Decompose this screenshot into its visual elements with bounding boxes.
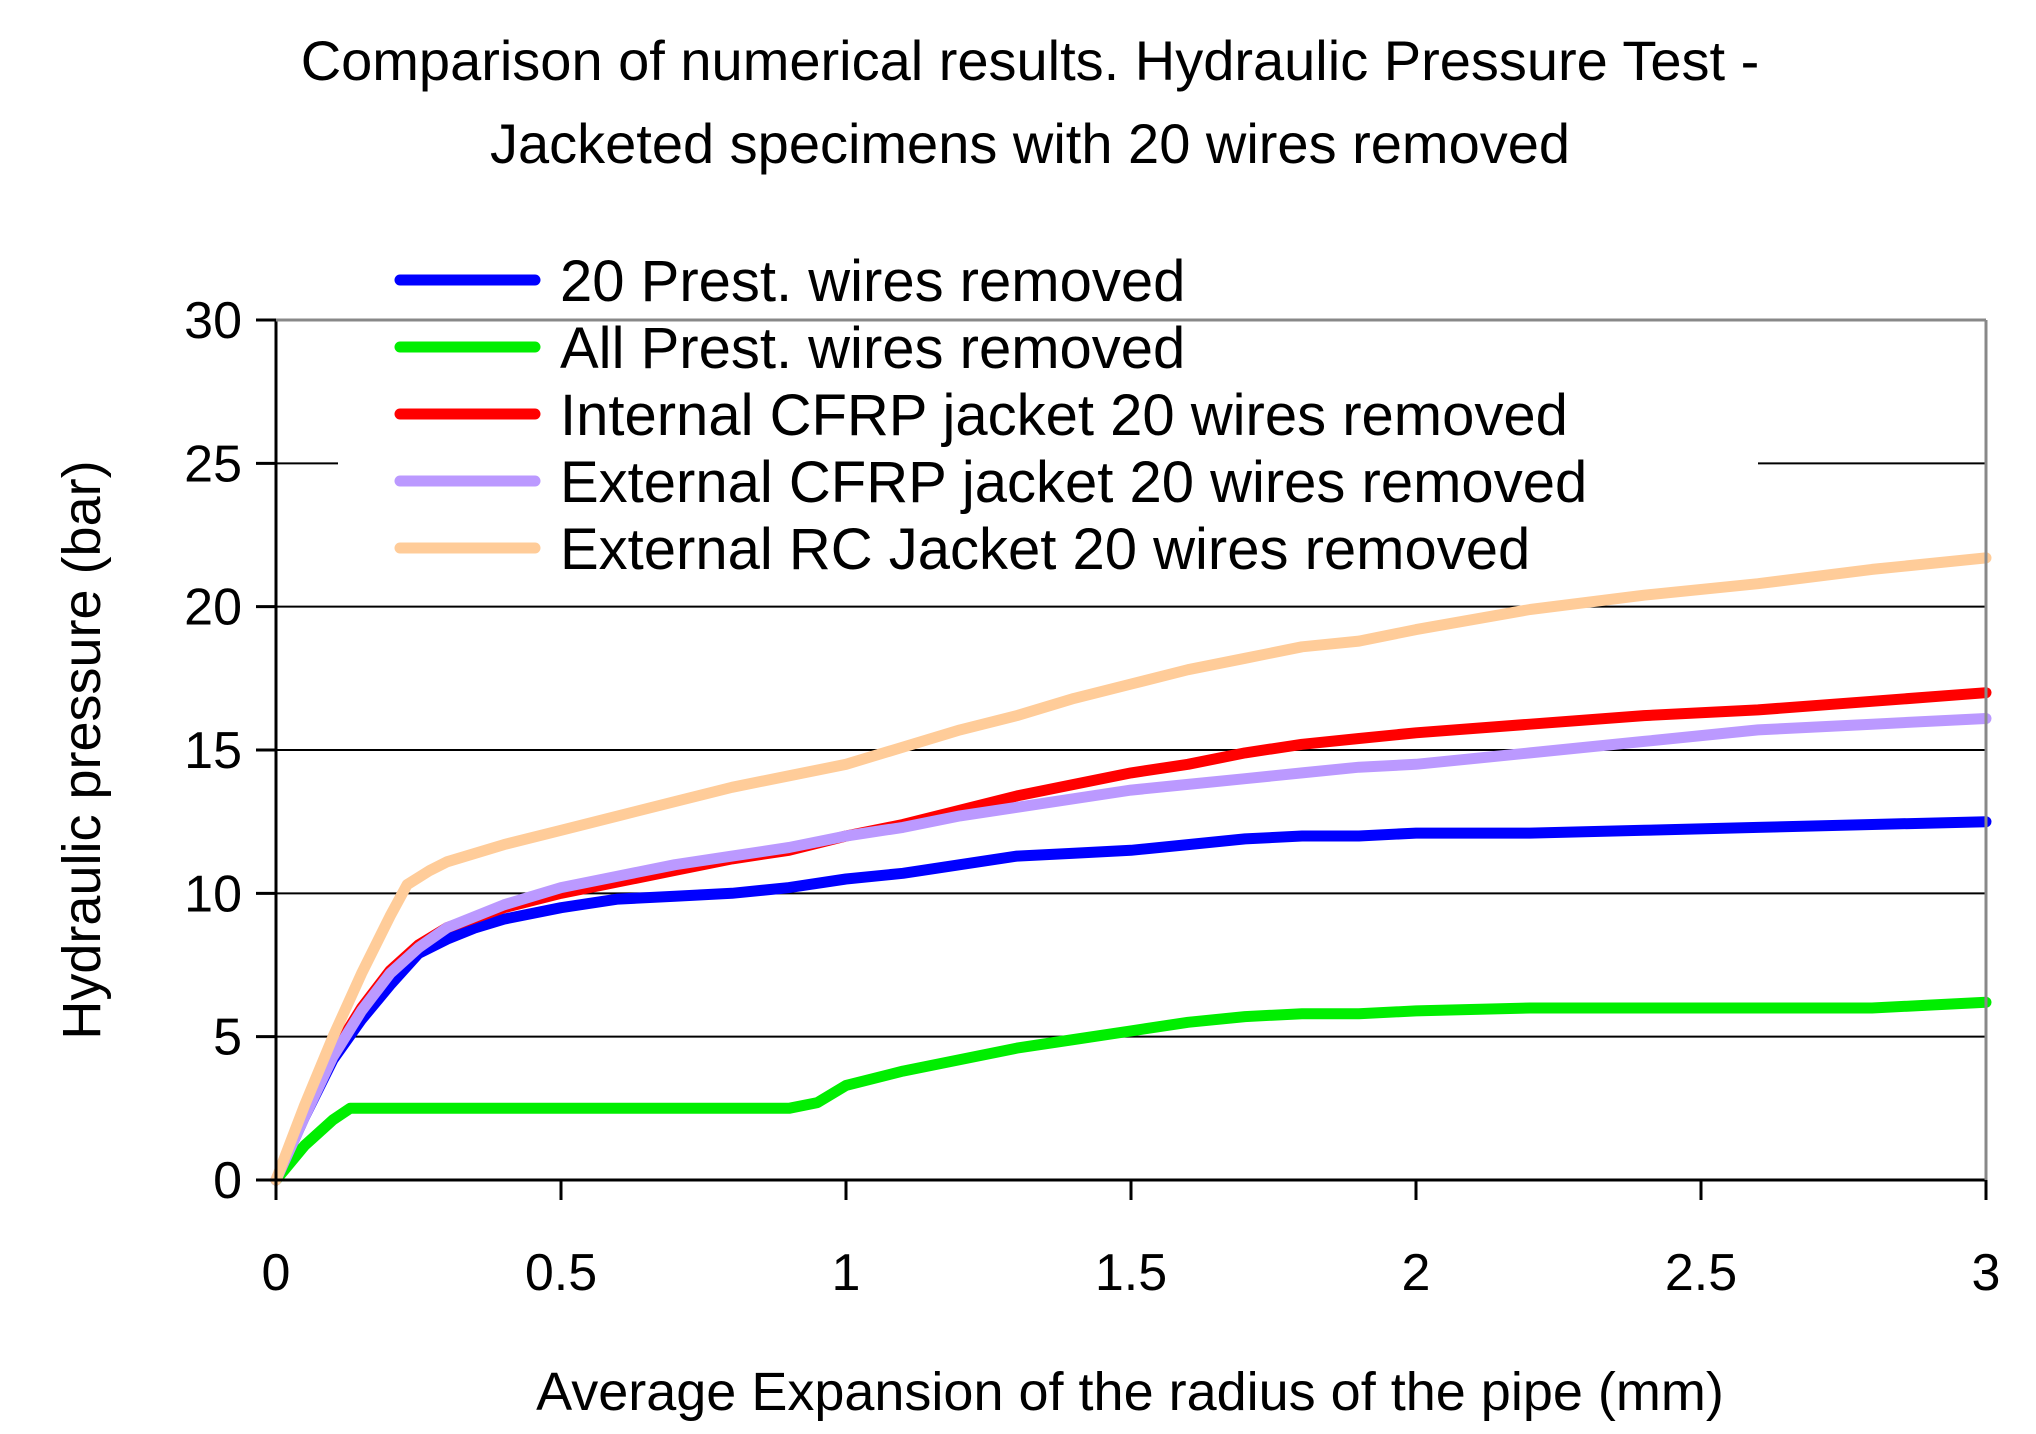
x-tick-label: 0 bbox=[262, 1244, 291, 1302]
chart-title-line-1: Comparison of numerical results. Hydraul… bbox=[301, 29, 1760, 92]
x-axis-label: Average Expansion of the radius of the p… bbox=[536, 1362, 1724, 1422]
y-tick-label: 0 bbox=[213, 1152, 242, 1210]
series-line-2 bbox=[270, 996, 1992, 1186]
x-tick-label: 3 bbox=[1972, 1244, 2001, 1302]
legend-box bbox=[338, 250, 1758, 578]
y-tick-label: 15 bbox=[184, 722, 242, 780]
y-tick-label: 5 bbox=[213, 1009, 242, 1067]
legend-label-3: Internal CFRP jacket 20 wires removed bbox=[560, 383, 1568, 448]
series-line-5 bbox=[270, 552, 1992, 1186]
x-tick-label: 0.5 bbox=[525, 1244, 597, 1302]
x-tick-label: 1 bbox=[832, 1244, 861, 1302]
y-tick-label: 10 bbox=[184, 865, 242, 923]
y-tick-label: 30 bbox=[184, 292, 242, 350]
legend-label-4: External CFRP jacket 20 wires removed bbox=[560, 450, 1587, 515]
y-tick-label: 25 bbox=[184, 435, 242, 493]
y-axis-label: Hydraulic pressure (bar) bbox=[52, 460, 112, 1039]
legend-label-2: All Prest. wires removed bbox=[560, 316, 1185, 381]
series-lines bbox=[270, 552, 1992, 1186]
legend-label-5: External RC Jacket 20 wires removed bbox=[560, 517, 1530, 582]
ticks: 0 5 10 15 20 25 30 0 0.5 1 1.5 2 2.5 3 bbox=[184, 292, 2000, 1302]
x-tick-label: 2.5 bbox=[1665, 1244, 1737, 1302]
x-tick-label: 1.5 bbox=[1095, 1244, 1167, 1302]
y-tick-label: 20 bbox=[184, 579, 242, 637]
series-line-4 bbox=[270, 713, 1992, 1186]
legend-label-1: 20 Prest. wires removed bbox=[560, 249, 1185, 314]
chart-title-line-2: Jacketed specimens with 20 wires removed bbox=[490, 112, 1570, 175]
x-tick-label: 2 bbox=[1402, 1244, 1431, 1302]
